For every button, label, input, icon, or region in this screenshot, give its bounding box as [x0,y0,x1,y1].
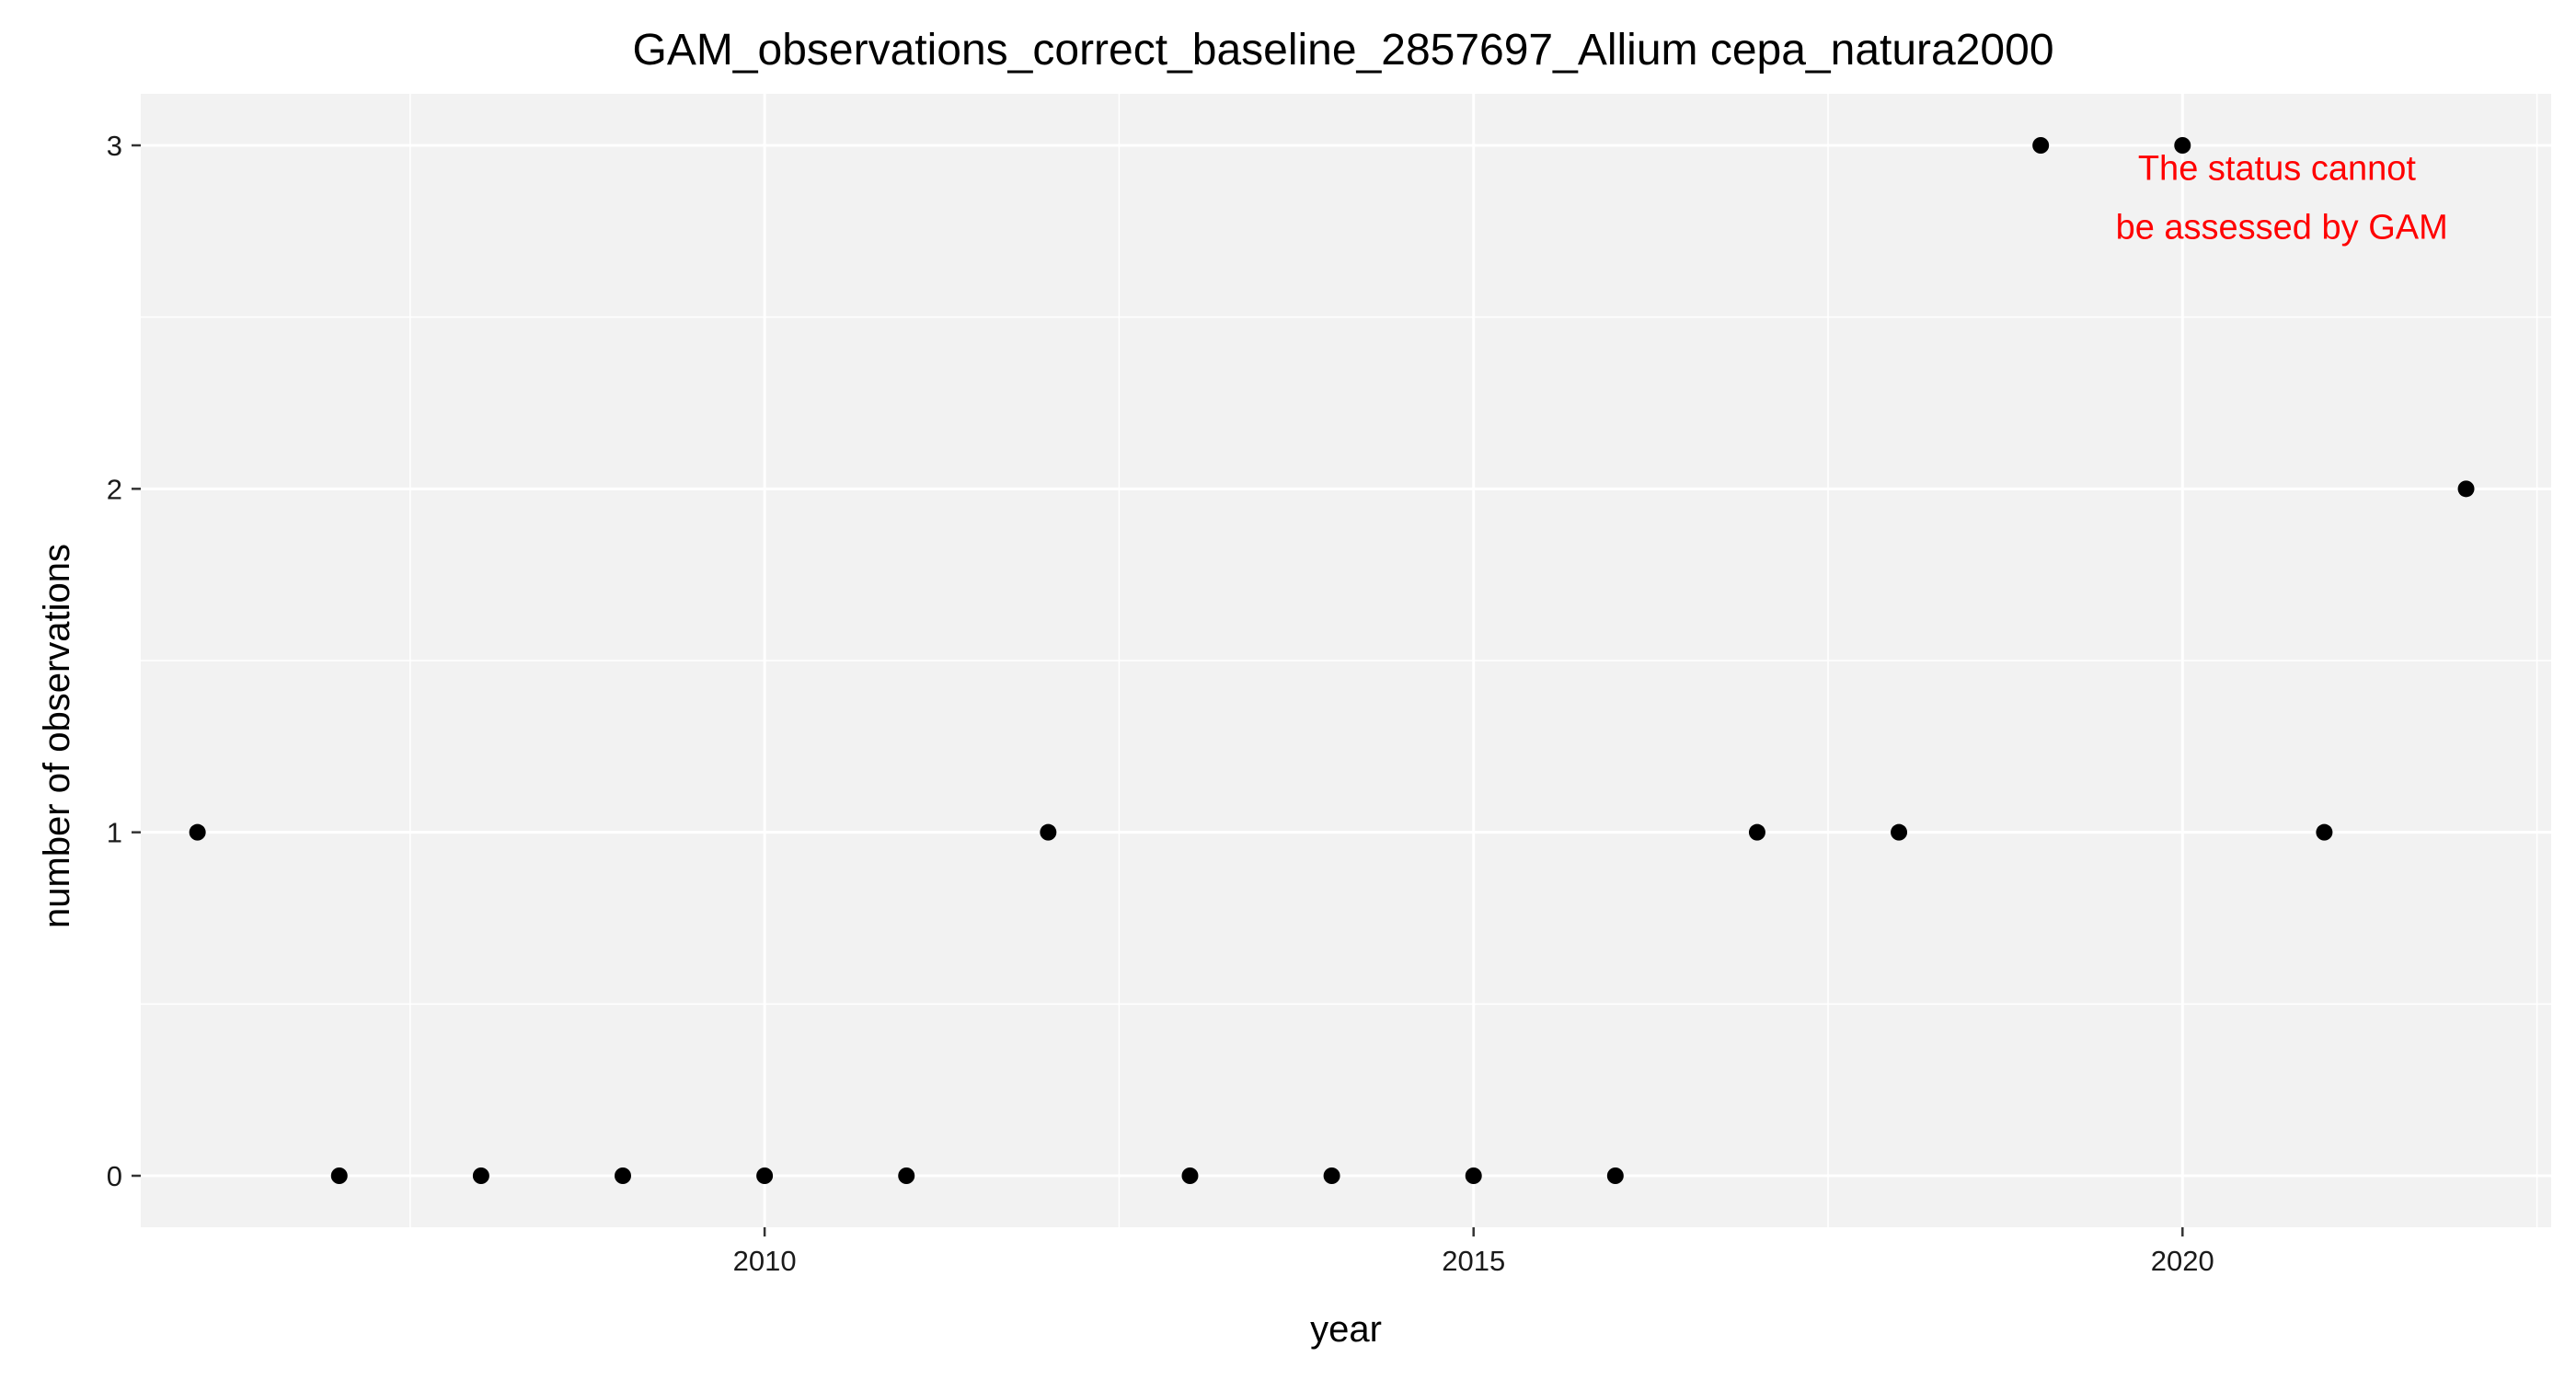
y-tick-label: 2 [107,473,122,505]
data-point [2174,137,2191,154]
data-point [1891,823,1908,841]
x-axis-title: year [1310,1309,1382,1350]
annotation-line-2: be assessed by GAM [2116,208,2448,247]
data-point [1323,1167,1340,1184]
major-gridlines [141,94,2551,1227]
data-point [2316,823,2333,841]
x-tick-label: 2020 [2151,1245,2214,1277]
data-point [615,1167,631,1184]
data-point [1606,1167,1624,1184]
minor-gridlines [141,94,2551,1227]
data-point [1181,1167,1199,1184]
annotation-line-1: The status cannot [2138,149,2417,188]
y-tick-label: 1 [107,817,122,849]
y-axis-title: number of observations [37,544,77,928]
chart-title: GAM_observations_correct_baseline_285769… [632,26,2053,75]
data-point [2032,137,2050,154]
chart-annotation: The status cannot be assessed by GAM [2116,149,2448,247]
x-tick-label: 2015 [1442,1245,1505,1277]
y-tick-label: 0 [107,1160,122,1192]
x-tick-label: 2010 [733,1245,797,1277]
data-points [189,137,2475,1184]
y-tick-label: 3 [107,130,122,162]
data-point [189,823,206,841]
data-point [1040,823,1057,841]
tick-labels: 2010 2015 2020 0 1 2 3 [107,130,2214,1277]
data-point [898,1167,915,1184]
data-point [1748,823,1765,841]
axis-ticks [132,144,2184,1236]
data-point [756,1167,774,1184]
data-point [472,1167,489,1184]
data-point [330,1167,348,1184]
data-point [1465,1167,1482,1184]
data-point [2457,480,2475,498]
